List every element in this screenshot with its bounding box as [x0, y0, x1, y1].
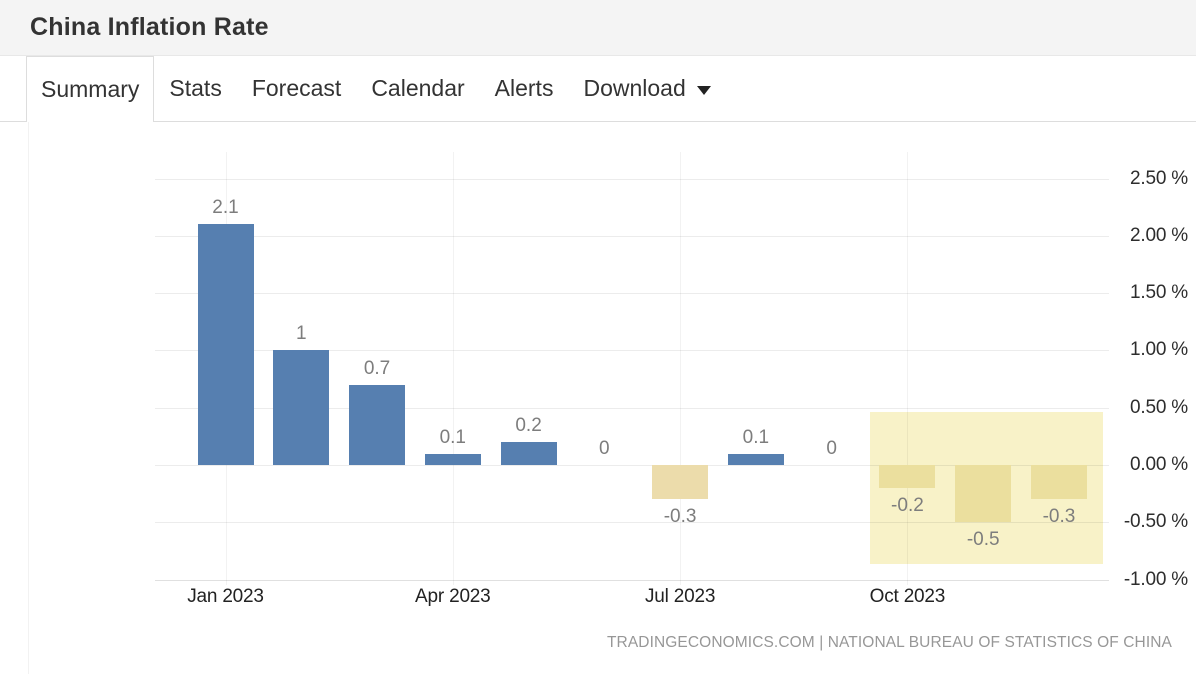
y-gridline: [155, 465, 1109, 466]
tab-alerts[interactable]: Alerts: [480, 56, 569, 121]
tab-forecast[interactable]: Forecast: [237, 56, 356, 121]
x-gridline: [452, 152, 454, 585]
tab-download[interactable]: Download: [568, 56, 725, 121]
bar-value-label: 0.7: [363, 357, 391, 379]
y-gridline: [155, 407, 1109, 409]
x-axis-tick-label: Jul 2023: [644, 586, 716, 607]
y-gridline: [155, 293, 1109, 295]
y-gridline: [155, 350, 1109, 352]
y-gridline: [155, 178, 1109, 180]
tab-summary[interactable]: Summary: [26, 56, 155, 122]
bar[interactable]: [197, 224, 254, 465]
y-gridline: [155, 235, 1109, 237]
y-gridline: [155, 579, 1109, 581]
y-axis-tick-label: 2.50 %: [1130, 167, 1188, 189]
y-axis-tick-label: 1.50 %: [1130, 282, 1188, 304]
x-axis-tick-label: Oct 2023: [869, 586, 946, 607]
bar-value-label: 2.1: [212, 197, 239, 219]
tab-bar: Summary Stats Forecast Calendar Alerts D…: [0, 56, 1196, 122]
tab-summary-label: Summary: [41, 76, 140, 102]
page-header: China Inflation Rate: [0, 0, 1196, 56]
y-gridline: [155, 522, 1109, 524]
tab-stats[interactable]: Stats: [154, 56, 236, 121]
y-axis-tick-label: 1.00 %: [1130, 339, 1188, 361]
tab-calendar-label: Calendar: [371, 75, 465, 101]
bar-value-label: -0.2: [891, 494, 924, 516]
card-left-border: [28, 122, 29, 674]
chart-source-attribution: TRADINGECONOMICS.COM | NATIONAL BUREAU O…: [606, 634, 1172, 651]
y-axis-tick-label: 0.00 %: [1130, 454, 1188, 475]
bar-value-label: -0.5: [966, 529, 1000, 551]
bar-value-label: 0.1: [742, 426, 770, 448]
bar-value-label: 0: [599, 438, 610, 459]
tab-calendar[interactable]: Calendar: [356, 56, 479, 121]
bar-value-label: 0.1: [439, 426, 466, 448]
bar-value-label: 1: [295, 323, 307, 345]
bar-value-label: 0: [826, 438, 837, 459]
y-axis-tick-label: 2.00 %: [1130, 224, 1188, 246]
x-axis-tick-label: Jan 2023: [187, 586, 264, 607]
bar[interactable]: [955, 465, 1012, 523]
bar[interactable]: [727, 453, 784, 465]
y-axis-tick-label: -0.50 %: [1123, 511, 1188, 533]
bar-value-label: -0.3: [663, 506, 697, 528]
y-axis-tick-label: -1.00 %: [1123, 568, 1188, 590]
bar[interactable]: [652, 465, 709, 500]
tab-forecast-label: Forecast: [251, 75, 342, 101]
tab-download-label: Download: [583, 75, 686, 101]
tab-bar-spacer: [0, 56, 26, 121]
y-axis-tick-label: 0.50 %: [1130, 396, 1188, 418]
bar[interactable]: [349, 384, 406, 465]
x-axis-tick-label: Apr 2023: [415, 586, 491, 607]
page-title: China Inflation Rate: [30, 13, 269, 41]
bar[interactable]: [879, 465, 936, 488]
bar-value-label: 0.2: [515, 415, 542, 437]
tab-alerts-label: Alerts: [494, 75, 554, 101]
bar[interactable]: [273, 350, 330, 465]
bar[interactable]: [500, 442, 557, 465]
tab-stats-label: Stats: [169, 75, 222, 101]
caret-down-icon: [696, 85, 711, 95]
inflation-bar-chart: TRADINGECONOMICS.COM | NATIONAL BUREAU O…: [0, 122, 1196, 674]
bar[interactable]: [1030, 465, 1087, 500]
bar[interactable]: [424, 453, 481, 465]
x-gridline: [907, 152, 909, 585]
bar-value-label: -0.3: [1042, 506, 1076, 528]
x-gridline: [680, 152, 682, 585]
